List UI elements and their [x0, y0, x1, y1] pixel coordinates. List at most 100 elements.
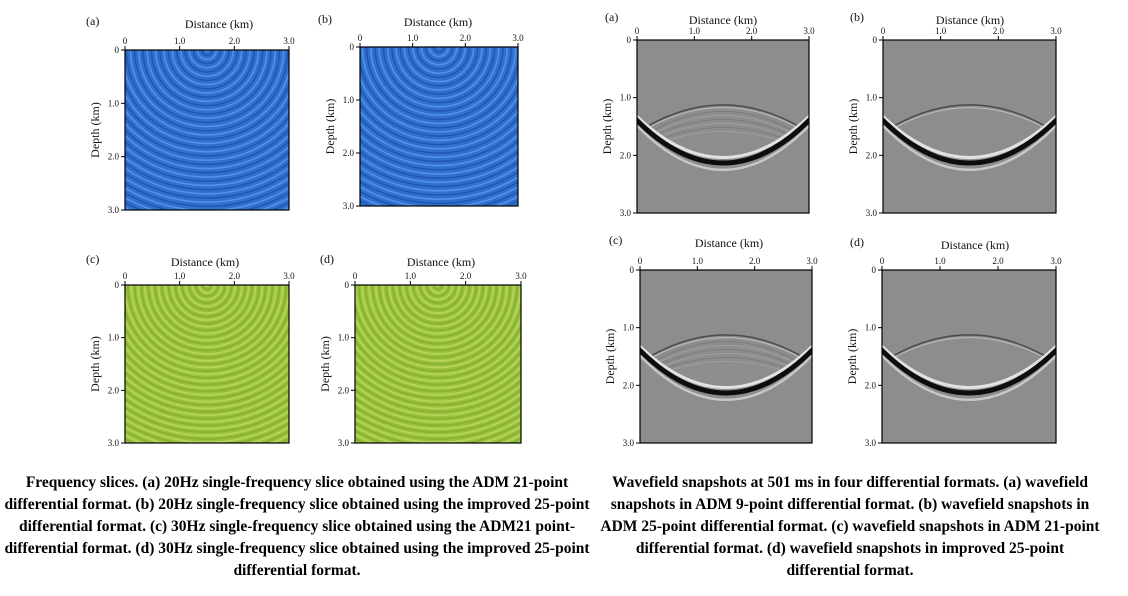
x-tick-label: 1.0: [935, 26, 947, 36]
y-tick-label: 1.0: [620, 93, 632, 103]
x-tick-label: 1.0: [407, 33, 419, 43]
x-tick-label: 3.0: [512, 33, 524, 43]
y-tick-label: 0: [115, 45, 120, 55]
x-axis-label: Distance (km): [941, 238, 1009, 252]
x-tick-label: 2.0: [229, 36, 241, 46]
x-tick-label: 1.0: [934, 256, 946, 266]
y-tick-label: 0: [630, 265, 635, 275]
x-tick-label: 0: [353, 271, 358, 281]
y-axis-label: Depth (km): [88, 102, 102, 158]
y-tick-label: 1.0: [108, 98, 120, 108]
panel-image-left-b: [360, 47, 518, 206]
x-axis-label: Distance (km): [185, 17, 253, 31]
y-tick-label: 0: [627, 35, 632, 45]
panel-right-c: (c) Distance (km) 0 1.0 2.0 3.0 0 1.0 2.0 3.0 Dept…: [603, 233, 818, 448]
x-tick-label: 2.0: [992, 256, 1004, 266]
x-tick-label: 0: [635, 26, 640, 36]
right-figure-caption: Wavefield snapshots at 501 ms in four di…: [600, 474, 1100, 579]
x-axis-label: Distance (km): [936, 13, 1004, 27]
x-axis-label: Distance (km): [407, 255, 475, 269]
x-tick-label: 0: [880, 256, 885, 266]
y-tick-label: 1.0: [866, 93, 878, 103]
x-tick-label: 3.0: [1050, 256, 1062, 266]
x-tick-label: 2.0: [460, 271, 472, 281]
panel-label: (b): [318, 12, 332, 26]
y-axis-label: Depth (km): [88, 336, 102, 392]
x-tick-label: 1.0: [405, 271, 417, 281]
y-tick-label: 2.0: [620, 150, 632, 160]
x-tick-label: 2.0: [229, 271, 241, 281]
x-tick-label: 0: [123, 36, 128, 46]
x-tick-label: 0: [638, 256, 643, 266]
y-tick-label: 0: [350, 42, 355, 52]
x-tick-label: 2.0: [749, 256, 761, 266]
panel-right-b: (b) Distance (km) 0 1.0 2.0 3.0 0 1.0 2.0 3.0 Dept…: [846, 10, 1062, 218]
y-tick-label: 3.0: [865, 438, 877, 448]
y-axis-label: Depth (km): [846, 99, 860, 155]
x-tick-label: 1.0: [692, 256, 704, 266]
y-tick-label: 2.0: [108, 152, 120, 162]
y-tick-label: 2.0: [343, 148, 355, 158]
x-tick-label: 2.0: [460, 33, 472, 43]
panel-label: (b): [850, 10, 864, 24]
panel-label: (d): [850, 235, 864, 249]
x-axis-label: Distance (km): [689, 13, 757, 27]
y-tick-label: 3.0: [343, 201, 355, 211]
x-tick-label: 3.0: [803, 26, 815, 36]
panel-image-right-c: [640, 270, 812, 443]
panel-left-c: (c) Distance (km) 0 1.0 2.0 3.0 0 1.0 2.0 3.0 Dept…: [86, 252, 295, 448]
x-tick-label: 3.0: [1050, 26, 1062, 36]
x-tick-label: 1.0: [174, 271, 186, 281]
y-tick-label: 3.0: [108, 205, 120, 215]
y-axis-label: Depth (km): [845, 329, 859, 385]
x-tick-label: 2.0: [993, 26, 1005, 36]
y-tick-label: 1.0: [108, 333, 120, 343]
y-tick-label: 1.0: [338, 333, 350, 343]
x-axis-label: Distance (km): [695, 236, 763, 250]
panel-image-right-a: [637, 40, 809, 213]
x-tick-label: 1.0: [174, 36, 186, 46]
left-figure-caption: Frequency slices. (a) 20Hz single-freque…: [4, 474, 590, 579]
y-tick-label: 1.0: [865, 323, 877, 333]
panel-left-b: (b) Distance (km) 0 1.0 2.0 3.0 0 1.0 2.0 3.0 Dept…: [318, 12, 524, 211]
y-tick-label: 2.0: [865, 380, 877, 390]
y-axis-label: Depth (km): [603, 329, 617, 385]
y-axis-label: Depth (km): [323, 99, 337, 155]
y-tick-label: 0: [873, 35, 878, 45]
panel-left-d: (d) Distance (km) 0 1.0 2.0 3.0 0 1.0 2.0 3.0 Dept…: [318, 252, 527, 448]
panel-image-right-b: [883, 40, 1056, 213]
panel-image-right-d: [882, 270, 1056, 443]
x-axis-label: Distance (km): [404, 15, 472, 29]
x-tick-label: 3.0: [283, 36, 295, 46]
panel-frame: [881, 269, 1057, 444]
x-tick-label: 2.0: [746, 26, 758, 36]
panel-image-left-a: [125, 50, 289, 210]
y-tick-label: 3.0: [623, 438, 635, 448]
panel-frame: [359, 46, 519, 207]
y-tick-label: 1.0: [623, 323, 635, 333]
panel-label: (a): [605, 10, 618, 24]
y-axis-label: Depth (km): [318, 336, 332, 392]
panel-frame: [882, 39, 1057, 214]
panel-frame: [124, 49, 290, 211]
panel-label: (d): [320, 252, 334, 266]
y-tick-label: 3.0: [866, 208, 878, 218]
y-tick-label: 3.0: [620, 208, 632, 218]
y-tick-label: 0: [345, 280, 350, 290]
y-tick-label: 2.0: [623, 380, 635, 390]
y-tick-label: 0: [115, 280, 120, 290]
x-tick-label: 0: [881, 26, 886, 36]
panel-label: (c): [609, 233, 622, 247]
y-tick-label: 2.0: [338, 385, 350, 395]
panel-frame: [639, 269, 813, 444]
y-tick-label: 2.0: [866, 150, 878, 160]
x-axis-label: Distance (km): [171, 255, 239, 269]
x-tick-label: 3.0: [806, 256, 818, 266]
x-tick-label: 1.0: [689, 26, 701, 36]
y-axis-label: Depth (km): [600, 99, 614, 155]
y-tick-label: 2.0: [108, 385, 120, 395]
panel-right-d: (d) Distance (km) 0 1.0 2.0 3.0 0 1.0 2.0 3.0 Dept…: [845, 235, 1062, 448]
panel-frame: [354, 284, 522, 444]
y-tick-label: 3.0: [338, 438, 350, 448]
